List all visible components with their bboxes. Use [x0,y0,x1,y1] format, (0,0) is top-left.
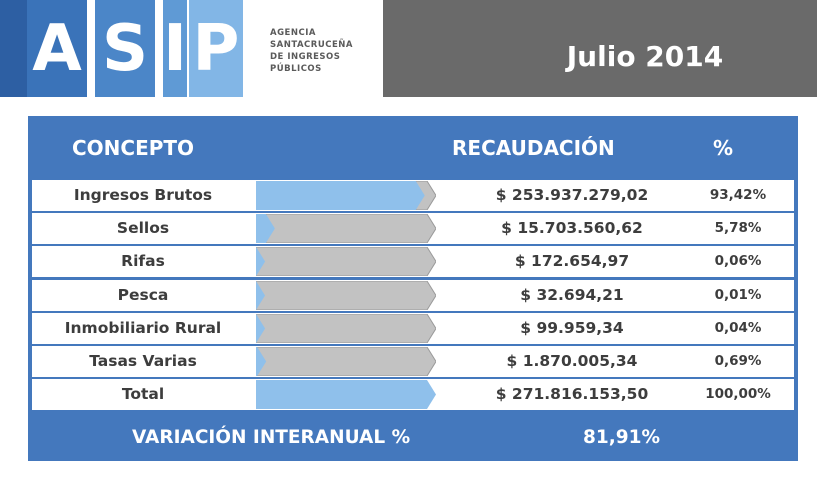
row-recaudacion: $ 172.654,97 [514,252,630,271]
share-bar-svg [256,280,436,310]
row-concepto: Pesca [117,285,169,304]
row-percent: 100,00% [705,386,771,403]
column-header-percent: % [713,136,734,160]
share-bar [256,380,436,410]
share-bar [256,247,266,277]
row-concepto: Ingresos Brutos [73,186,213,204]
share-bar [256,347,267,376]
row-recaudacion: $ 271.816.153,50 [495,385,649,404]
logo-letter-s: S [95,0,155,97]
column-header-recaudacion: RECAUDACIÓN [452,136,615,160]
table-row: Inmobiliario Rural $ 99.959,34 0,04% [32,312,794,344]
interannual-variation-label: VARIACIÓN INTERANUAL % [132,427,411,448]
share-bar-svg [256,247,436,277]
share-bar-svg [256,380,436,410]
logo-letter-i: I [163,0,187,97]
remainder-bar [256,347,436,376]
column-header-concepto: CONCEPTO [72,136,195,160]
logo-letter-p: P [189,0,243,97]
row-recaudacion: $ 99.959,34 [520,318,624,337]
row-bar [256,280,436,310]
table-row: Tasas Varias $ 1.870.005,34 0,69% [32,346,794,377]
row-percent: 0,04% [714,319,762,336]
logo-strip [0,0,27,97]
row-percent: 0,06% [714,253,762,270]
row-concepto: Tasas Varias [89,352,197,370]
row-percent: 93,42% [709,187,767,203]
row-concepto: Rifas [121,252,165,271]
row-concepto: Total [121,385,165,404]
remainder-bar [265,214,436,244]
share-bar-svg [256,313,436,343]
share-bar [256,181,425,210]
row-recaudacion: $ 253.937.279,02 [495,186,649,204]
share-bar-svg [256,181,436,210]
share-bar [256,214,275,244]
row-recaudacion: $ 15.703.560,62 [501,219,643,238]
remainder-bar [256,247,436,277]
share-bar [256,280,266,310]
share-bar-svg [256,347,436,376]
row-recaudacion: $ 32.694,21 [520,285,624,304]
row-bar [256,380,436,410]
agency-name: AGENCIA SANTACRUCEÑA DE INGRESOS PÚBLICO… [270,28,353,74]
logo-letter-a: A [27,0,87,97]
divider [380,0,383,97]
row-recaudacion: $ 1.870.005,34 [506,352,638,370]
row-bar [256,347,436,376]
table-row: Pesca $ 32.694,21 0,01% [32,279,794,311]
remainder-bar [256,313,436,343]
row-concepto: Inmobiliario Rural [64,318,222,337]
table-row: Ingresos Brutos $ 253.937.279,02 93,42% [32,180,794,211]
period-banner: Julio 2014 [383,0,817,97]
interannual-variation-value: 81,91% [583,427,661,448]
remainder-bar [256,280,436,310]
header: A S I P AGENCIA SANTACRUCEÑA DE INGRESOS… [0,0,817,97]
row-bar [256,313,436,343]
row-percent: 0,69% [714,353,762,369]
row-percent: 5,78% [714,220,762,237]
row-bar [256,181,436,210]
revenue-table: CONCEPTO RECAUDACIÓN % Ingresos Brutos $ … [28,116,798,461]
table-row: Sellos $ 15.703.560,62 5,78% [32,213,794,245]
row-bar [256,214,436,244]
row-concepto: Sellos [116,219,170,238]
period-title: Julio 2014 [566,40,724,73]
table-row: Total $ 271.816.153,50 100,00% [32,379,794,411]
row-percent: 0,01% [714,286,762,303]
share-bar [256,313,266,343]
table-row: Rifas $ 172.654,97 0,06% [32,246,794,278]
share-bar-svg [256,214,436,244]
row-bar [256,247,436,277]
